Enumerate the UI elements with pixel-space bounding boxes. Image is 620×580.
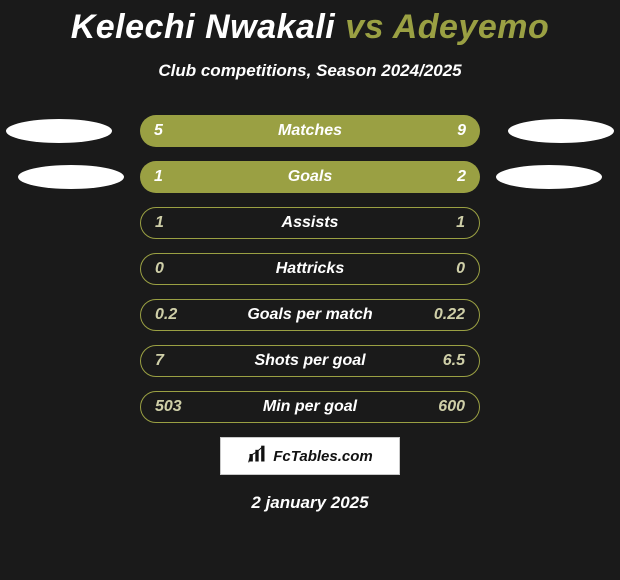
stat-bar: 503Min per goal600 bbox=[140, 391, 480, 423]
stats-container: 5Matches91Goals21Assists10Hattricks00.2G… bbox=[0, 115, 620, 423]
date-text: 2 january 2025 bbox=[0, 493, 620, 513]
stat-row: 0.2Goals per match0.22 bbox=[0, 299, 620, 331]
stat-value-left: 0 bbox=[155, 260, 205, 278]
stat-row: 1Assists1 bbox=[0, 207, 620, 239]
subtitle: Club competitions, Season 2024/2025 bbox=[0, 61, 620, 81]
stat-bar: 5Matches9 bbox=[140, 115, 480, 147]
stat-label: Goals per match bbox=[205, 306, 415, 324]
stat-label: Shots per goal bbox=[205, 352, 415, 370]
stat-row: 5Matches9 bbox=[0, 115, 620, 147]
stat-value-right: 0 bbox=[415, 260, 465, 278]
player2-name: Adeyemo bbox=[393, 8, 550, 46]
brand-box: FcTables.com bbox=[220, 437, 400, 475]
stat-value-right: 2 bbox=[416, 168, 466, 186]
stat-bar: 0Hattricks0 bbox=[140, 253, 480, 285]
stat-value-left: 0.2 bbox=[155, 306, 205, 324]
stat-bar: 0.2Goals per match0.22 bbox=[140, 299, 480, 331]
stat-label: Min per goal bbox=[205, 398, 415, 416]
stat-value-right: 6.5 bbox=[415, 352, 465, 370]
stat-bar: 1Assists1 bbox=[140, 207, 480, 239]
brand-text: FcTables.com bbox=[273, 448, 372, 465]
stat-value-right: 0.22 bbox=[415, 306, 465, 324]
stat-value-left: 1 bbox=[154, 168, 204, 186]
stat-value-right: 600 bbox=[415, 398, 465, 416]
stat-label: Matches bbox=[204, 122, 416, 140]
stat-label: Assists bbox=[205, 214, 415, 232]
stat-row: 7Shots per goal6.5 bbox=[0, 345, 620, 377]
player1-name: Kelechi Nwakali bbox=[71, 8, 336, 46]
stat-value-left: 5 bbox=[154, 122, 204, 140]
stat-value-left: 503 bbox=[155, 398, 205, 416]
stat-row: 503Min per goal600 bbox=[0, 391, 620, 423]
stat-row: 0Hattricks0 bbox=[0, 253, 620, 285]
stat-label: Hattricks bbox=[205, 260, 415, 278]
barchart-icon bbox=[247, 444, 267, 468]
vs-text: vs bbox=[345, 8, 384, 46]
page-title: Kelechi Nwakali vs Adeyemo bbox=[0, 0, 620, 47]
stat-row: 1Goals2 bbox=[0, 161, 620, 193]
stat-label: Goals bbox=[204, 168, 416, 186]
stat-bar: 1Goals2 bbox=[140, 161, 480, 193]
stat-bar: 7Shots per goal6.5 bbox=[140, 345, 480, 377]
stat-value-right: 1 bbox=[415, 214, 465, 232]
stat-value-right: 9 bbox=[416, 122, 466, 140]
stat-value-left: 1 bbox=[155, 214, 205, 232]
stat-value-left: 7 bbox=[155, 352, 205, 370]
